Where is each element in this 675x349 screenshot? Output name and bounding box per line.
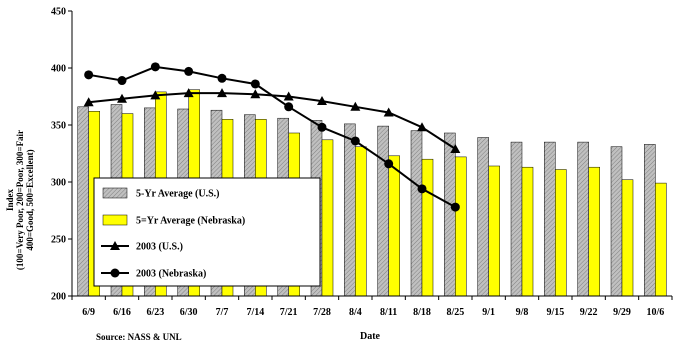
bar-us-avg-6-9 [77, 106, 89, 297]
legend: 5-Yr Average (U.S.) 5=Yr Average (Nebrask… [93, 177, 321, 287]
x-tick-label: 7/28 [313, 307, 331, 318]
legend-swatch [102, 187, 128, 199]
point-ne-2003-6-30 [184, 66, 194, 76]
bar-us-avg-9-8 [510, 141, 523, 297]
bar-us-avg-9-29 [610, 146, 623, 297]
bar-us-avg-9-15 [544, 141, 556, 297]
bar-us-avg-10-6 [644, 144, 656, 297]
x-tick-label: 8/25 [446, 307, 464, 318]
y-axis-title-line-2: (100=Very Poor, 200=Poor, 300=Fair [15, 130, 25, 270]
legend-label: 5-Yr Average (U.S.) [136, 189, 220, 200]
bar-us-avg-9-22 [577, 141, 589, 297]
bar-ne-avg-8-4 [355, 146, 367, 297]
bar-ne-avg-7-28 [321, 139, 334, 297]
bar-ne-avg-10-6 [655, 182, 667, 297]
point-us-2003-7-7 [217, 88, 227, 98]
bar-ne-avg-9-15 [555, 169, 567, 297]
x-tick-label: 9/15 [546, 307, 564, 318]
x-tick-label: 6/9 [82, 307, 95, 318]
point-us-2003-6-16 [117, 93, 127, 103]
y-tick-label: 250 [51, 235, 66, 246]
x-tick-label: 7/14 [246, 307, 264, 318]
bar-ne-avg-8-25 [455, 156, 467, 297]
point-us-2003-6-23 [150, 90, 161, 100]
y-axis-title-line-1: Index [5, 189, 15, 212]
point-us-2003-7-28 [317, 96, 327, 106]
point-ne-2003-8-4 [350, 136, 360, 146]
x-tick-label: 6/30 [180, 307, 198, 318]
point-us-2003-8-25 [450, 143, 461, 153]
x-tick-label: 8/18 [413, 307, 431, 318]
bar-us-avg-8-4 [344, 123, 356, 297]
bar-ne-avg-9-29 [621, 179, 634, 297]
point-us-2003-8-4 [350, 101, 361, 111]
point-ne-2003-6-9 [84, 70, 94, 80]
bar-us-avg-8-25 [444, 132, 456, 297]
x-tick-label: 7/21 [280, 307, 298, 318]
point-ne-2003-8-11 [384, 159, 394, 169]
x-tick-label: 10/6 [646, 307, 664, 318]
x-tick-label: 6/16 [113, 307, 131, 318]
point-us-2003-6-9 [83, 97, 94, 107]
bar-ne-avg-8-11 [388, 155, 400, 297]
bar-us-avg-9-1 [477, 137, 489, 297]
x-tick-label: 8/11 [380, 307, 397, 318]
bar-us-avg-8-18 [410, 130, 423, 297]
bar-ne-avg-9-8 [521, 166, 534, 297]
point-ne-2003-6-16 [117, 76, 127, 86]
legend-label: 2003 (U.S.) [136, 242, 183, 253]
x-tick-label: 9/29 [613, 307, 631, 318]
axes-layer: 200 250 300 350 400 450 6/9 6/16 6/23 6/30 7/7 7/14… [51, 7, 673, 318]
bar-ne-avg-9-1 [488, 165, 500, 297]
point-us-2003-8-11 [383, 107, 394, 117]
x-tick-label: 9/22 [580, 307, 598, 318]
x-tick-label: 9/8 [516, 307, 529, 318]
point-us-2003-7-21 [283, 91, 294, 101]
x-tick-label: 7/7 [216, 307, 229, 318]
point-ne-2003-7-7 [217, 73, 227, 83]
legend-marker [110, 241, 120, 250]
x-tick-label: 9/1 [482, 307, 495, 318]
y-axis-title: Index (100=Very Poor, 200=Poor, 300=Fair… [5, 130, 35, 270]
legend-label: 5=Yr Average (Nebraska) [136, 216, 245, 227]
point-ne-2003-7-21 [284, 102, 294, 112]
x-tick-label: 8/4 [349, 307, 362, 318]
y-tick-label: 350 [51, 121, 66, 132]
point-us-2003-6-30 [183, 88, 194, 98]
y-axis-title-line-3: 400=Good, 500=Excellent) [25, 149, 35, 250]
point-ne-2003-8-25 [450, 202, 460, 212]
x-tick-label: 6/23 [146, 307, 164, 318]
legend-swatch [102, 214, 128, 226]
bar-ne-avg-9-22 [588, 166, 600, 297]
lines-layer [83, 62, 461, 212]
y-tick-label: 400 [51, 64, 66, 75]
bar-ne-avg-8-18 [421, 158, 434, 297]
legend-marker [110, 268, 120, 278]
y-tick-label: 450 [51, 7, 66, 18]
y-tick-label: 200 [51, 292, 66, 303]
legend-box [93, 177, 321, 287]
line-us-2003 [88, 92, 456, 150]
bar-us-avg-8-11 [377, 125, 389, 297]
point-us-2003-7-14 [250, 89, 261, 99]
y-tick-label: 300 [51, 178, 66, 189]
legend-label: 2003 (Nebraska) [136, 269, 206, 280]
point-ne-2003-7-14 [250, 79, 260, 89]
source-note: Source: NASS & UNL [96, 332, 182, 342]
x-axis-title: Date [360, 331, 381, 342]
point-ne-2003-7-28 [317, 122, 327, 132]
point-ne-2003-6-23 [150, 62, 160, 72]
point-ne-2003-8-18 [417, 184, 427, 194]
line-ne-2003 [88, 65, 456, 208]
point-us-2003-8-18 [417, 122, 427, 132]
